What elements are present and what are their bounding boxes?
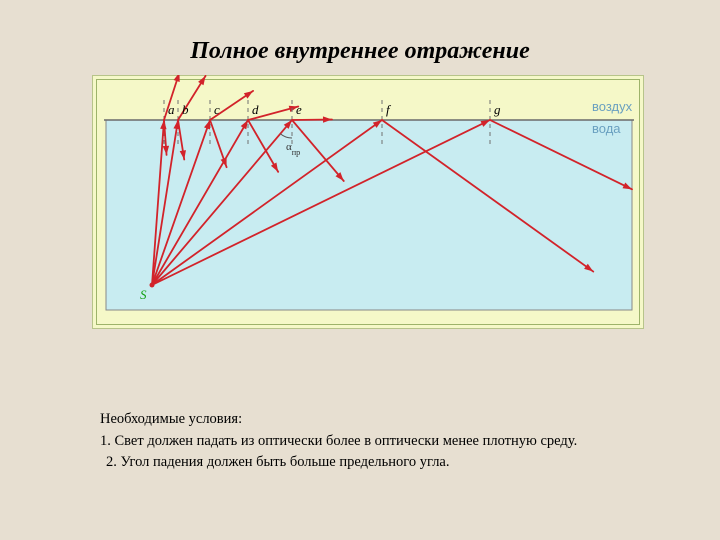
air-label: воздух	[592, 99, 633, 114]
ray-label: g	[494, 102, 501, 117]
ray-label: b	[182, 102, 189, 117]
ray-label: e	[296, 102, 302, 117]
water-label: вода	[592, 121, 621, 136]
caption-item-1: 1. Свет должен падать из оптически более…	[100, 432, 660, 452]
slide-page: Полное внутреннее отражение abcdeαпрfgSв…	[0, 0, 720, 540]
caption-item-2: 2. Угол падения должен быть больше преде…	[100, 453, 660, 473]
source-label: S	[140, 287, 147, 302]
refraction-figure: abcdeαпрfgSвоздухвода	[92, 75, 644, 329]
caption-item-1-text: Свет должен падать из оптически более в …	[115, 433, 578, 449]
caption-heading: Необходимые условия:	[100, 410, 660, 430]
caption-block: Необходимые условия: 1. Свет должен пада…	[100, 410, 660, 475]
ray-label: a	[168, 102, 175, 117]
figure-svg: abcdeαпрfgSвоздухвода	[92, 75, 644, 329]
ray-label: d	[252, 102, 259, 117]
caption-item-1-num: 1.	[100, 433, 115, 449]
page-title: Полное внутреннее отражение	[0, 38, 720, 65]
ray-label: c	[214, 102, 220, 117]
